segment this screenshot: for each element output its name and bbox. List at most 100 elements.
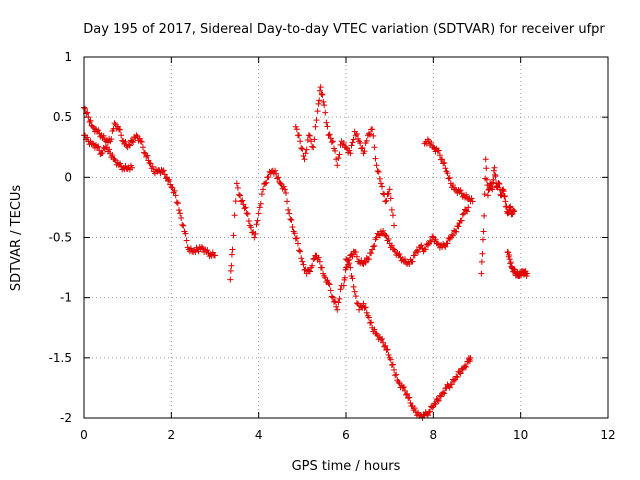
data-point-satellite-i — [504, 248, 511, 255]
chart-title: Day 195 of 2017, Sidereal Day-to-day VTE… — [83, 22, 605, 37]
data-point-satellite-e — [427, 237, 434, 244]
data-point-satellite-a — [187, 245, 194, 252]
data-point-satellite-d — [370, 132, 377, 139]
data-point-satellite-d — [389, 212, 396, 219]
data-point-satellite-e — [396, 251, 403, 258]
data-point-satellite-e — [365, 256, 372, 263]
data-point-satellite-c — [326, 281, 333, 288]
data-point-satellite-f — [440, 389, 447, 396]
data-point-satellite-c — [242, 204, 249, 211]
data-point-satellite-h — [481, 212, 488, 219]
data-point-satellite-c — [337, 286, 344, 293]
data-point-satellite-g — [428, 140, 435, 147]
data-point-satellite-e — [371, 242, 378, 249]
data-point-satellite-b — [96, 147, 103, 154]
data-point-satellite-a — [175, 207, 182, 214]
data-point-satellite-c — [310, 256, 317, 263]
y-tick-label: -1 — [60, 291, 72, 305]
data-point-satellite-a — [169, 184, 176, 191]
data-point-satellite-d — [304, 137, 311, 144]
data-point-satellite-c — [282, 189, 289, 196]
data-point-satellite-h — [491, 164, 498, 171]
data-point-satellite-f — [411, 405, 418, 412]
axis-ticks — [83, 56, 609, 419]
data-point-satellite-a — [84, 109, 91, 116]
data-point-satellite-e — [415, 248, 422, 255]
data-point-satellite-c — [240, 201, 247, 208]
data-point-satellite-a — [85, 114, 92, 121]
data-point-satellite-h — [483, 165, 490, 172]
data-point-satellite-b — [129, 164, 136, 171]
data-point-satellite-f — [437, 393, 444, 400]
data-point-satellite-h — [487, 180, 494, 187]
data-point-satellite-e — [448, 231, 455, 238]
x-axis-label: GPS time / hours — [292, 459, 401, 474]
data-point-satellite-c — [257, 200, 264, 207]
data-point-satellite-a — [174, 200, 181, 207]
data-point-satellite-h — [507, 203, 514, 210]
data-point-satellite-d — [382, 198, 389, 205]
plot-frame — [83, 56, 609, 419]
data-point-satellite-i — [506, 251, 513, 258]
data-point-satellite-c — [236, 191, 243, 198]
data-point-satellite-b — [117, 160, 124, 167]
data-point-satellite-d — [386, 186, 393, 193]
data-point-satellite-f — [358, 303, 365, 310]
data-point-satellite-d — [374, 168, 381, 175]
x-tick-label: 4 — [255, 428, 263, 442]
data-point-satellite-f — [389, 361, 396, 368]
grid-lines — [84, 57, 608, 418]
data-point-satellite-f — [453, 373, 460, 380]
data-point-satellite-i — [511, 266, 518, 273]
data-point-satellite-d — [312, 123, 319, 130]
data-point-satellite-d — [301, 156, 308, 163]
data-point-satellite-c — [330, 298, 337, 305]
data-point-satellite-h — [493, 183, 500, 190]
data-point-satellite-f — [344, 257, 351, 264]
y-tick-label: 0.5 — [53, 110, 72, 124]
data-point-satellite-h — [496, 180, 503, 187]
data-point-satellite-b — [122, 162, 129, 169]
data-point-satellite-f — [404, 390, 411, 397]
data-point-satellite-f — [351, 288, 358, 295]
x-tick-label: 2 — [168, 428, 176, 442]
data-point-satellite-c — [241, 205, 248, 212]
y-tick-label: -2 — [60, 411, 72, 425]
data-point-satellite-g — [446, 174, 453, 181]
data-point-satellite-c — [286, 210, 293, 217]
data-point-satellite-c — [254, 217, 261, 224]
data-point-satellite-f — [405, 395, 412, 402]
data-point-satellite-e — [380, 227, 387, 234]
data-point-satellite-f — [431, 400, 438, 407]
data-point-satellite-c — [260, 186, 267, 193]
data-point-satellite-d — [348, 142, 355, 149]
data-point-satellite-a — [119, 137, 126, 144]
data-point-satellite-h — [492, 173, 499, 180]
data-point-satellite-c — [315, 254, 322, 261]
data-point-satellite-d — [314, 108, 321, 115]
data-point-satellite-d — [369, 126, 376, 133]
data-point-satellite-d — [376, 175, 383, 182]
data-point-satellite-f — [352, 293, 359, 300]
data-point-satellite-f — [401, 387, 408, 394]
data-point-satellite-g — [435, 147, 442, 154]
data-point-satellite-i — [524, 270, 531, 277]
data-point-satellite-g — [441, 159, 448, 166]
data-point-satellite-c — [248, 224, 255, 231]
data-point-satellite-a — [89, 123, 96, 130]
data-point-satellite-a — [212, 252, 218, 259]
data-point-satellite-e — [460, 210, 467, 217]
data-point-satellite-d — [359, 144, 366, 151]
data-point-satellite-a — [82, 105, 89, 112]
data-point-satellite-f — [343, 256, 349, 263]
data-point-satellite-c — [291, 230, 298, 237]
data-point-satellite-f — [356, 306, 363, 313]
data-point-satellite-a — [137, 138, 144, 145]
data-point-satellite-e — [388, 242, 395, 249]
data-points — [81, 84, 531, 421]
data-point-satellite-a — [183, 237, 190, 244]
data-point-satellite-d — [391, 222, 398, 229]
x-axis-tick-labels: 0 2 4 6 8 10 12 — [80, 428, 615, 442]
data-point-satellite-h — [483, 176, 490, 183]
data-point-satellite-d — [335, 155, 342, 162]
